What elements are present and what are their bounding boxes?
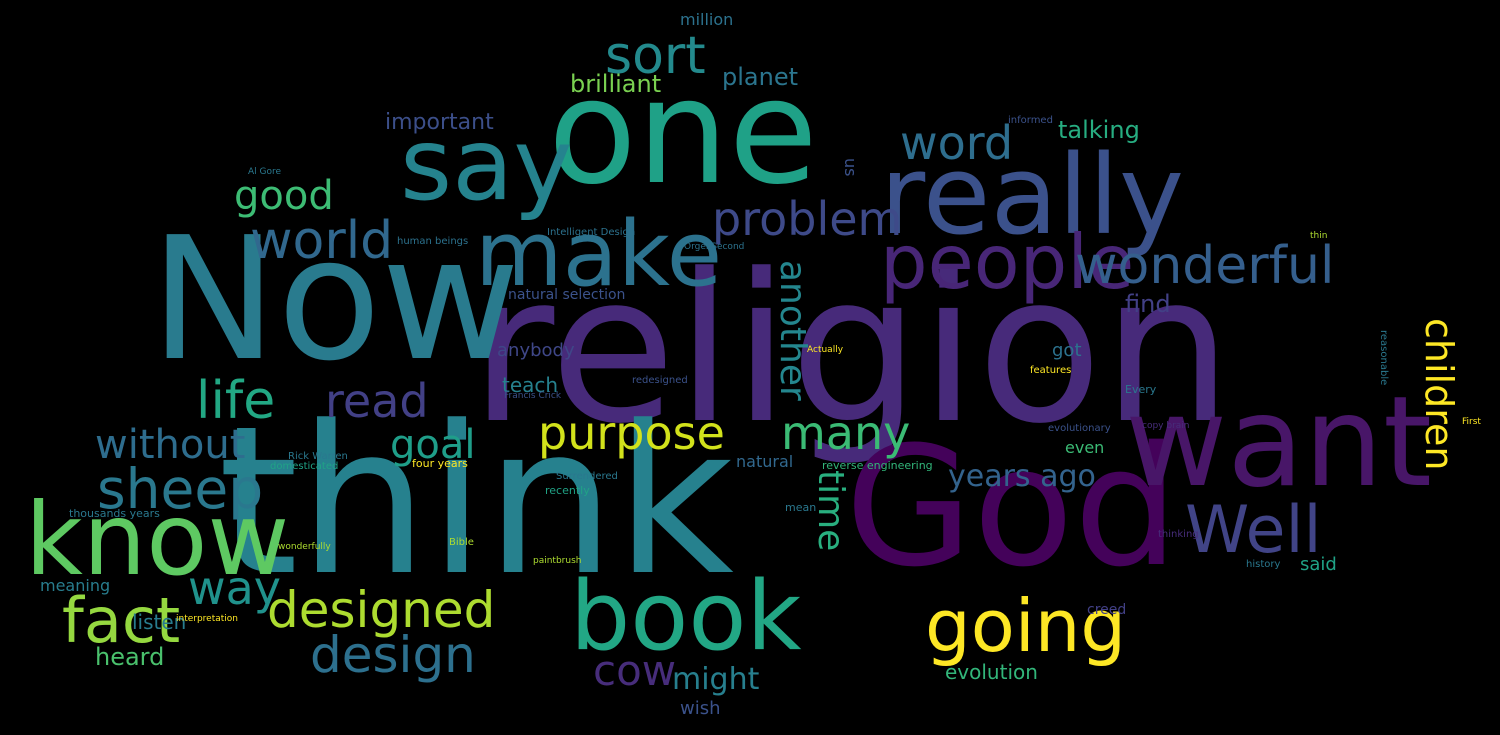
- word-planet: planet: [722, 63, 798, 91]
- word-us: us: [841, 158, 860, 177]
- word-years-ago: years ago: [948, 459, 1096, 494]
- word-every: Every: [1125, 383, 1157, 396]
- word-recently: recently: [545, 484, 590, 497]
- word-francis-crick: Francis Crick: [504, 391, 562, 401]
- word-wonderful: wonderful: [1075, 236, 1335, 296]
- word-good: good: [234, 173, 334, 219]
- word-natural: natural: [736, 452, 794, 471]
- word-copy-brain: copy brain: [1142, 421, 1190, 431]
- word-heard: heard: [95, 643, 165, 671]
- word-might: might: [672, 662, 760, 697]
- word-interpretation: interpretation: [176, 614, 239, 624]
- word-make: make: [475, 202, 723, 307]
- word-rick-warren: Rick Warren: [288, 451, 348, 462]
- word-orgel-second: Orgel Second: [684, 242, 745, 252]
- word-want: want: [1125, 370, 1433, 515]
- word-life: life: [196, 371, 276, 431]
- word-mean: mean: [785, 501, 817, 514]
- word-features: features: [1030, 365, 1072, 376]
- word-well: Well: [1185, 493, 1322, 568]
- word-think: think: [218, 383, 734, 621]
- word-al-gore: Al Gore: [248, 167, 282, 177]
- word-million: million: [680, 10, 734, 29]
- word-people: people: [880, 218, 1135, 306]
- word-way: way: [188, 561, 282, 615]
- word-natural-selection: natural selection: [508, 287, 626, 303]
- word-brilliant: brilliant: [570, 70, 662, 98]
- word-without: without: [95, 422, 246, 468]
- word-evolution: evolution: [945, 660, 1038, 684]
- word-wonderfully: wonderfully: [278, 542, 331, 552]
- word-redesigned: redesigned: [632, 375, 688, 386]
- word-thin: thin: [1310, 231, 1328, 241]
- word-god: God: [845, 411, 1179, 603]
- word-really: really: [880, 131, 1185, 259]
- word-thinking: thinking: [1158, 529, 1199, 540]
- word-human-beings: human beings: [397, 236, 469, 247]
- word-bible: Bible: [449, 537, 474, 548]
- word-informed: informed: [1008, 115, 1053, 126]
- word-one: one: [548, 48, 818, 217]
- word-history: history: [1246, 559, 1281, 570]
- word-evolutionary: evolutionary: [1048, 423, 1111, 434]
- word-teach: teach: [502, 373, 559, 397]
- word-problem: problem: [712, 192, 903, 246]
- word-meaning: meaning: [40, 576, 111, 595]
- word-say: say: [400, 106, 573, 223]
- word-wish: wish: [680, 698, 721, 719]
- word-find: find: [1125, 290, 1171, 318]
- word-first: First: [1462, 417, 1481, 427]
- word-creed: creed: [1087, 602, 1127, 618]
- word-time: time: [810, 470, 851, 552]
- word-intelligent-design: Intelligent Design: [547, 227, 636, 238]
- word-domesticated: domesticated: [270, 461, 339, 472]
- word-know: know: [25, 481, 290, 598]
- word-surrendered: Surrendered: [556, 471, 618, 482]
- word-now: Now: [150, 201, 521, 399]
- word-many: many: [781, 406, 911, 460]
- word-listen: listen: [132, 610, 187, 634]
- word-world: world: [250, 211, 394, 271]
- word-children: children: [1417, 318, 1461, 471]
- word-designed: designed: [267, 581, 496, 639]
- word-important: important: [385, 110, 494, 135]
- word-thousands-years: thousands years: [69, 507, 160, 520]
- word-going: going: [925, 584, 1127, 668]
- word-paintbrush: paintbrush: [533, 556, 582, 566]
- word-got: got: [1052, 340, 1082, 361]
- word-design: design: [310, 626, 476, 684]
- word-talking: talking: [1058, 116, 1140, 144]
- word-sheep: sheep: [97, 457, 264, 521]
- word-reverse-engineering: reverse engineering: [822, 459, 933, 472]
- word-fact: fact: [62, 584, 181, 657]
- word-said: said: [1300, 554, 1337, 575]
- word-anybody: anybody: [497, 340, 575, 361]
- word-actually: Actually: [807, 345, 844, 355]
- word-book: book: [570, 562, 802, 672]
- word-read: read: [325, 374, 429, 428]
- word-purpose: purpose: [538, 406, 725, 460]
- word-religion: religion: [470, 231, 1233, 469]
- word-even: even: [1065, 438, 1105, 457]
- word-another: another: [772, 260, 813, 401]
- word-reasonable: reasonable: [1378, 330, 1389, 386]
- word-cow: cow: [593, 646, 677, 695]
- word-sort: sort: [605, 26, 706, 86]
- word-goal: goal: [390, 422, 476, 468]
- word-four-years: four years: [412, 457, 468, 470]
- word-word: word: [900, 116, 1014, 170]
